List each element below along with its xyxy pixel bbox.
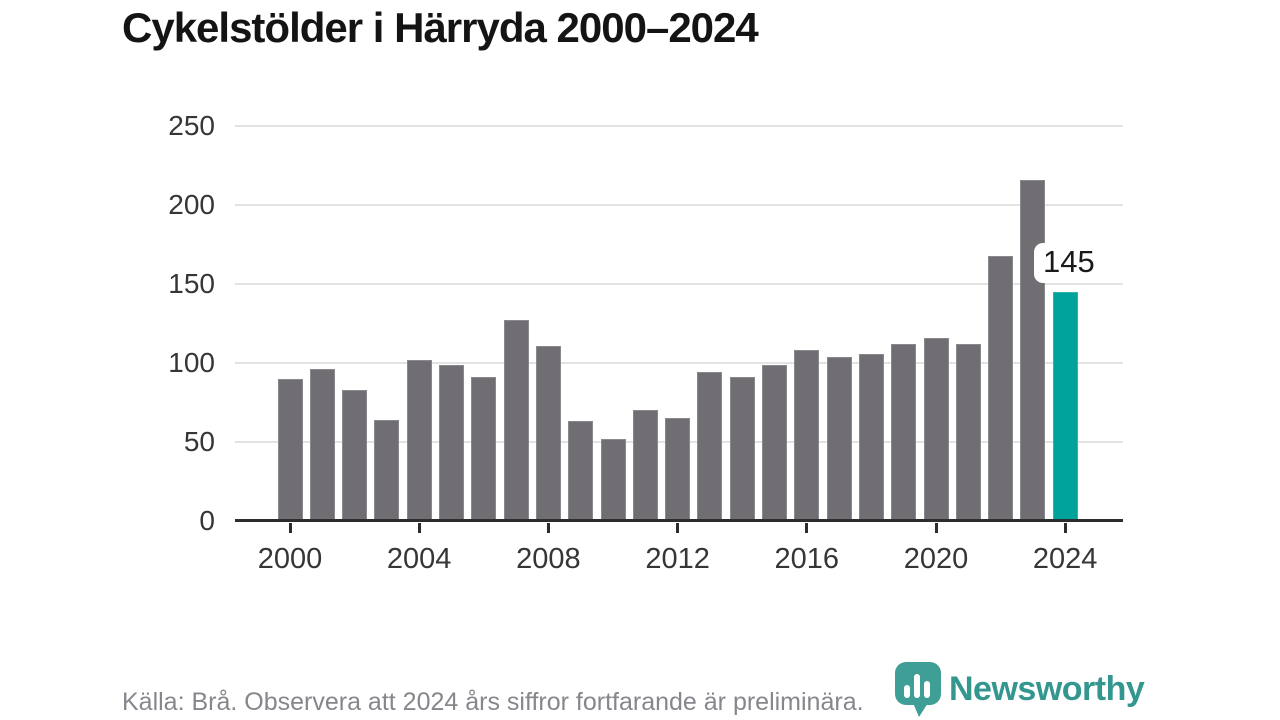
- gridline-100: [235, 362, 1123, 364]
- x-axis-line: [235, 519, 1123, 522]
- y-tick-label-0: 0: [199, 505, 215, 536]
- bar-2016: [794, 350, 820, 521]
- y-tick-label-150: 150: [168, 268, 215, 299]
- bar-2022: [988, 256, 1014, 521]
- newsworthy-logo: Newsworthy: [892, 660, 1145, 718]
- x-tick-label-2024: 2024: [1032, 543, 1098, 575]
- value-callout: 145: [1034, 243, 1104, 283]
- bar-2001: [309, 369, 335, 521]
- bar-2017: [826, 357, 852, 521]
- bar-2007: [503, 320, 529, 521]
- bar-2018: [858, 354, 884, 521]
- bar-2014: [729, 377, 755, 521]
- gridline-200: [235, 204, 1123, 206]
- x-tick-label-2004: 2004: [386, 543, 452, 575]
- bar-2019: [891, 344, 917, 521]
- x-tick-label-2016: 2016: [774, 543, 840, 575]
- x-tick-label-2000: 2000: [257, 543, 323, 575]
- gridline-250: [235, 125, 1123, 127]
- x-tick-2020: [934, 523, 938, 533]
- source-note: Källa: Brå. Observera att 2024 års siffr…: [122, 688, 864, 716]
- bar-2024-highlighted: [1052, 292, 1078, 521]
- bar-2005: [439, 365, 464, 521]
- bar-2002: [342, 390, 368, 521]
- bar-2008: [535, 346, 561, 521]
- bar-chart-speech-bubble-icon: [895, 662, 941, 717]
- x-tick-label-2020: 2020: [903, 543, 969, 575]
- bar-2020: [923, 338, 949, 521]
- bar-2012: [665, 418, 691, 521]
- y-tick-label-50: 50: [183, 426, 215, 457]
- bar-2011: [632, 410, 658, 521]
- bar-2010: [600, 439, 626, 521]
- bar-2006: [471, 377, 497, 521]
- bar-2009: [568, 421, 594, 521]
- x-tick-2000: [288, 523, 292, 533]
- x-tick-2024: [1063, 523, 1067, 533]
- y-tick-label-250: 250: [168, 110, 215, 141]
- x-tick-label-2008: 2008: [516, 543, 581, 575]
- x-tick-2012: [676, 523, 680, 533]
- value-callout-text: 145: [1043, 244, 1095, 279]
- gridline-150: [235, 283, 1123, 285]
- y-tick-label-100: 100: [168, 347, 215, 378]
- bar-2015: [762, 365, 787, 521]
- bar-2013: [697, 372, 723, 521]
- x-tick-2008: [546, 523, 550, 533]
- chart-title: Cykelstölder i Härryda 2000–2024: [122, 4, 759, 51]
- y-tick-label-200: 200: [168, 189, 215, 220]
- bar-2021: [955, 344, 981, 521]
- bar-2003: [374, 420, 400, 521]
- newsworthy-wordmark: Newsworthy: [949, 669, 1145, 708]
- x-tick-2016: [805, 523, 809, 533]
- x-tick-label-2012: 2012: [645, 543, 710, 575]
- bar-2023: [1020, 180, 1046, 521]
- bar-chart-plot-area: [235, 125, 1123, 533]
- x-tick-2004: [417, 523, 421, 533]
- bar-2000: [277, 379, 303, 521]
- bar-2004: [406, 360, 432, 521]
